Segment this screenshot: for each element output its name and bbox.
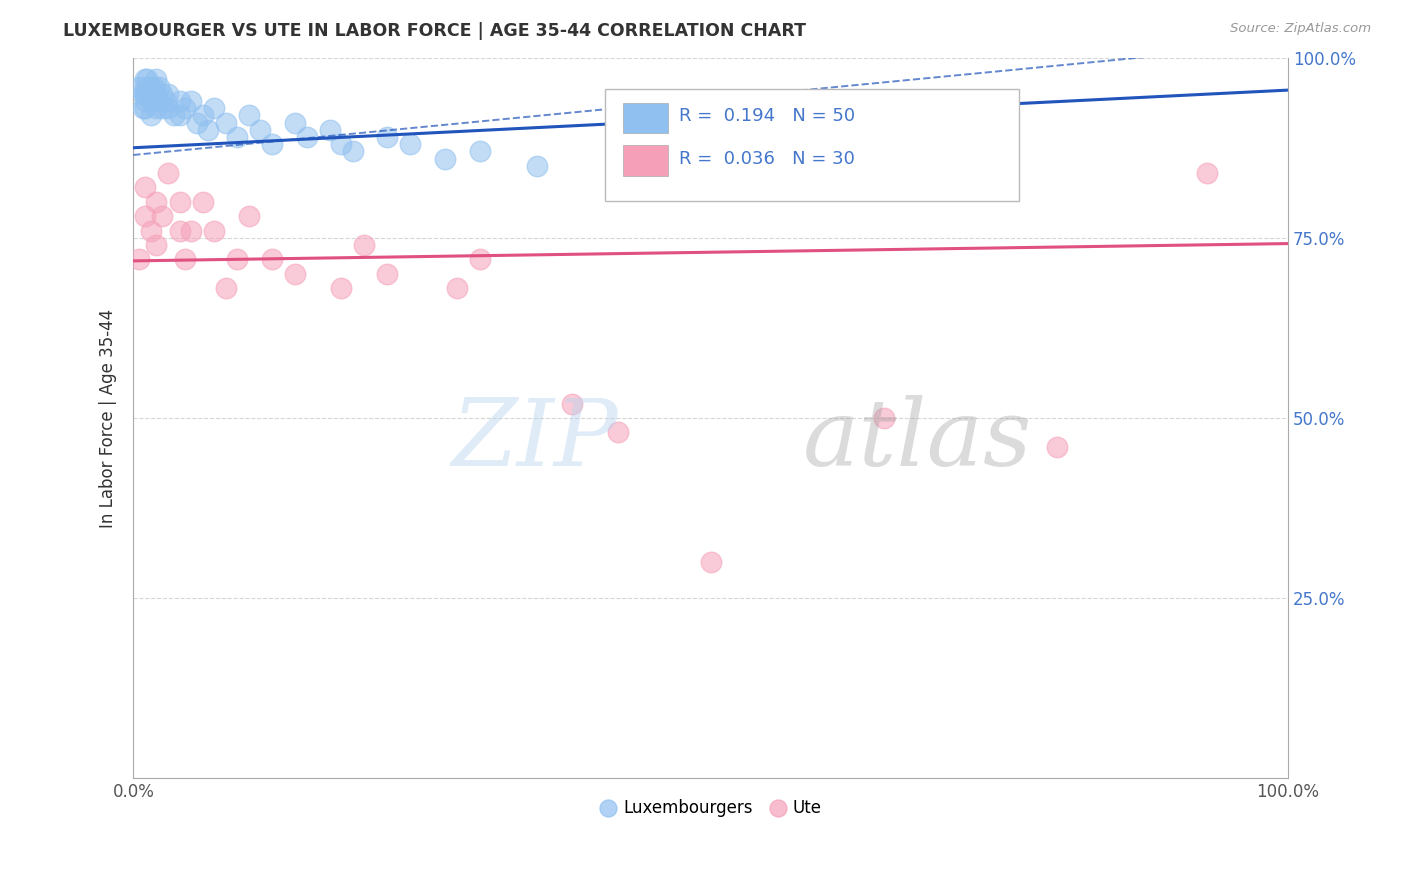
Point — [145, 101, 167, 115]
Point — [128, 252, 150, 267]
Point — [215, 115, 238, 129]
Point — [561, 396, 583, 410]
Point — [169, 108, 191, 122]
Point — [150, 209, 173, 223]
Text: R =  0.036   N = 30: R = 0.036 N = 30 — [679, 150, 855, 168]
Point — [155, 94, 177, 108]
Point — [446, 281, 468, 295]
Point — [174, 101, 197, 115]
Point — [134, 79, 156, 94]
Point — [134, 87, 156, 101]
Point — [226, 130, 249, 145]
Point — [353, 238, 375, 252]
Point — [145, 238, 167, 252]
Point — [134, 72, 156, 87]
Text: ZIP: ZIP — [451, 394, 619, 484]
Point — [139, 94, 162, 108]
Point — [1197, 166, 1219, 180]
Text: Source: ZipAtlas.com: Source: ZipAtlas.com — [1230, 22, 1371, 36]
Text: R =  0.194   N = 50: R = 0.194 N = 50 — [679, 107, 855, 125]
Point — [873, 411, 896, 425]
Point — [163, 108, 186, 122]
Point — [186, 115, 208, 129]
Point — [180, 224, 202, 238]
Point — [434, 152, 457, 166]
Point — [148, 79, 170, 94]
Point — [197, 122, 219, 136]
Text: atlas: atlas — [803, 394, 1032, 484]
Point — [134, 180, 156, 194]
Text: LUXEMBOURGER VS UTE IN LABOR FORCE | AGE 35-44 CORRELATION CHART: LUXEMBOURGER VS UTE IN LABOR FORCE | AGE… — [63, 22, 806, 40]
Point — [202, 224, 225, 238]
Point — [468, 145, 491, 159]
Point — [145, 87, 167, 101]
Point — [150, 101, 173, 115]
Point — [226, 252, 249, 267]
Point — [139, 224, 162, 238]
Point — [260, 137, 283, 152]
Point — [1046, 440, 1069, 454]
Point — [134, 94, 156, 108]
Point — [953, 108, 976, 122]
Point — [145, 72, 167, 87]
Point — [330, 281, 353, 295]
Point — [139, 108, 162, 122]
Point — [150, 87, 173, 101]
Point — [284, 115, 307, 129]
Point — [128, 79, 150, 94]
Point — [215, 281, 238, 295]
Point — [468, 252, 491, 267]
Point — [191, 108, 214, 122]
Point — [134, 209, 156, 223]
Point — [284, 267, 307, 281]
Point — [191, 194, 214, 209]
Point — [180, 94, 202, 108]
Point — [156, 101, 179, 115]
Point — [136, 72, 159, 87]
Point — [238, 209, 260, 223]
Point — [134, 101, 156, 115]
Point — [699, 555, 721, 569]
Point — [377, 267, 399, 281]
Point — [131, 101, 153, 115]
Point — [526, 159, 548, 173]
Point — [169, 194, 191, 209]
Point — [156, 166, 179, 180]
Point — [169, 224, 191, 238]
Point — [295, 130, 318, 145]
Point — [330, 137, 353, 152]
Point — [249, 122, 271, 136]
Legend: Luxembourgers, Ute: Luxembourgers, Ute — [600, 798, 821, 817]
Point — [260, 252, 283, 267]
Point — [399, 137, 422, 152]
Point — [342, 145, 364, 159]
Point — [131, 87, 153, 101]
Y-axis label: In Labor Force | Age 35-44: In Labor Force | Age 35-44 — [100, 309, 117, 527]
Point — [318, 122, 340, 136]
Point — [139, 79, 162, 94]
Point — [377, 130, 399, 145]
Point — [148, 94, 170, 108]
Point — [145, 194, 167, 209]
Point — [169, 94, 191, 108]
Point — [202, 101, 225, 115]
Point — [607, 425, 630, 440]
Point — [238, 108, 260, 122]
Point — [699, 145, 721, 159]
Point — [174, 252, 197, 267]
Point — [156, 87, 179, 101]
Point — [143, 79, 166, 94]
Point — [136, 87, 159, 101]
